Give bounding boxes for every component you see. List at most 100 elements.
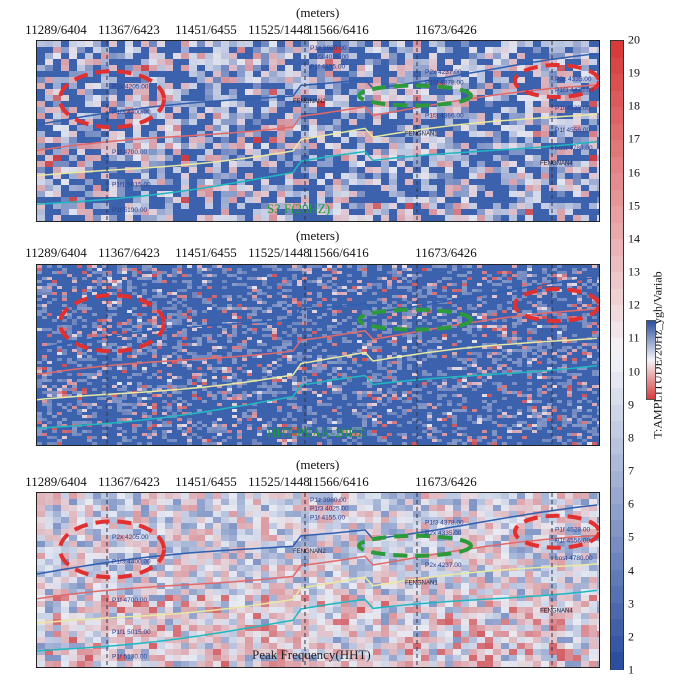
colorbar-band: [611, 553, 623, 571]
horizon-line: [37, 140, 598, 205]
colorbar-band: [611, 404, 623, 423]
colorbar-band: [611, 503, 623, 522]
colorbar: [610, 40, 624, 670]
depth-annotation: P1f 4700.00: [112, 149, 147, 156]
seismic-panel-1: FENGNAN2 FENGNAN1 FENGNAN4 P2x 4205.00 P1f3 …: [36, 40, 600, 222]
colorbar-band: [611, 189, 623, 208]
colorbar-band: [611, 41, 623, 59]
panel-caption: Peak Frequency(HHT): [252, 647, 371, 662]
colorbar-tick-label: 6: [628, 496, 634, 511]
highlight-ellipse: [357, 83, 473, 108]
colorbar-band: [611, 206, 623, 224]
depth-annotation: P2x 4205.00: [112, 83, 149, 90]
depth-annotation: P1f 4155.00: [310, 63, 345, 70]
x-tick-label: 11566/6416: [307, 22, 369, 37]
x-tick-label: 11566/6416: [307, 474, 369, 489]
depth-annotation: P1f3 4025.00: [310, 54, 349, 61]
horizon-line: [37, 563, 598, 624]
x-axis-title-1: (meters): [296, 5, 340, 20]
well-name-label: FENGNAN4: [540, 161, 573, 167]
x-tick-label: 11525/1448: [248, 22, 310, 37]
highlight-ellipse: [513, 63, 599, 100]
colorbar-tick-label: 2: [628, 629, 634, 644]
x-tick-label: 11289/6404: [25, 474, 87, 489]
colorbar-band: [611, 272, 623, 290]
colorbar-tick-label: 12: [628, 297, 640, 312]
depth-annotation: P1f 4155.00: [310, 514, 345, 521]
x-tick-label: 11367/6423: [98, 22, 160, 37]
depth-annotation: P1f3 4470.00: [555, 87, 594, 94]
depth-annotation: P1f 4700.00: [112, 597, 147, 604]
colorbar-band: [611, 602, 623, 621]
depth-annotation: P1f3 4400.00: [112, 558, 151, 565]
highlight-ellipse: [58, 519, 166, 580]
colorbar-band: [611, 520, 623, 538]
depth-annotation: P2x 4335.00: [555, 76, 592, 83]
colorbar-tick-label: 18: [628, 98, 640, 113]
seismic-panel-2: HHT-PEAK-20HZ: [36, 264, 600, 446]
colorbar-band: [611, 338, 623, 356]
depth-annotation: P1f 4528.00: [555, 105, 590, 112]
colorbar-tick-label: 10: [628, 364, 640, 379]
colorbar-tick-label: 15: [628, 198, 640, 213]
depth-annotation: P2x 4335.00: [425, 530, 462, 537]
seismic-section-svg: FENGNAN2 FENGNAN1 FENGNAN4 P2x 4205.00 P1f3 …: [37, 493, 599, 667]
depth-annotation: bost 4780.00: [555, 555, 593, 562]
x-axis-title-2: (meters): [296, 228, 340, 243]
colorbar-band: [611, 90, 623, 109]
depth-annotation: P1f3 4378.00: [425, 520, 464, 527]
colorbar-tick-label: 16: [628, 165, 640, 180]
well-name-label: FENGNAN1: [405, 132, 438, 138]
horizon-line: [37, 84, 598, 152]
colorbar-tick-label: 3: [628, 596, 634, 611]
x-tick-label: 11673/6426: [415, 22, 477, 37]
x-tick-label: 11451/6455: [175, 245, 237, 260]
highlight-ellipse: [357, 307, 473, 332]
horizon-line: [37, 52, 598, 126]
x-axis-title-3: (meters): [296, 457, 340, 472]
colorbar-band: [611, 454, 623, 472]
colorbar-tick-label: 11: [628, 330, 640, 345]
depth-annotation: P1z 3980.00: [310, 497, 347, 504]
depth-annotation: P1f 4556.00: [555, 537, 590, 544]
colorbar-tick-label: 8: [628, 430, 634, 445]
colorbar-tick-label: 20: [628, 32, 640, 47]
depth-annotation: P1f3 4366.00: [425, 112, 464, 119]
depth-annotation: P1f 5190.00: [112, 207, 147, 214]
depth-annotation: P1f1 5015.00: [112, 182, 151, 189]
depth-annotation: P2x 4237.00: [425, 69, 462, 76]
colorbar-band: [611, 635, 623, 654]
colorbar-band: [611, 305, 623, 323]
colorbar-legend-swatch: [646, 320, 656, 400]
colorbar-band: [611, 487, 623, 505]
x-tick-label: 11525/1448: [248, 474, 310, 489]
depth-annotation: P1f3 4400.00: [112, 109, 151, 116]
depth-annotation: P1f1 5015.00: [112, 629, 151, 636]
colorbar-band: [611, 222, 623, 241]
horizon-line: [37, 337, 598, 401]
colorbar-band: [611, 288, 623, 307]
colorbar-tick-label: 17: [628, 131, 640, 146]
depth-annotation: P1z 3980.00: [310, 45, 347, 52]
depth-annotation: P1f 5130.00: [112, 653, 147, 660]
x-tick-label: 11451/6455: [175, 22, 237, 37]
colorbar-band: [611, 156, 623, 175]
x-tick-label: 11673/6426: [415, 245, 477, 260]
depth-annotation: P2x 4205.00: [112, 534, 149, 541]
colorbar-tick-label: 14: [628, 231, 640, 246]
depth-annotation: P2x 4237.00: [425, 562, 462, 569]
colorbar-band: [611, 140, 623, 158]
colorbar-band: [611, 173, 623, 191]
panel-caption: HHT-PEAK-20HZ: [267, 425, 366, 440]
colorbar-band: [611, 388, 623, 406]
amplitude-texture: [37, 265, 599, 445]
colorbar-band: [611, 619, 623, 637]
colorbar-band: [611, 536, 623, 555]
x-tick-label: 11451/6455: [175, 474, 237, 489]
x-tick-label: 11289/6404: [25, 245, 87, 260]
colorbar-band: [611, 355, 623, 373]
horizon-line: [37, 589, 598, 652]
colorbar-tick-label: 1: [628, 662, 634, 677]
colorbar-band: [611, 586, 623, 604]
colorbar-tick-label: 4: [628, 563, 634, 578]
